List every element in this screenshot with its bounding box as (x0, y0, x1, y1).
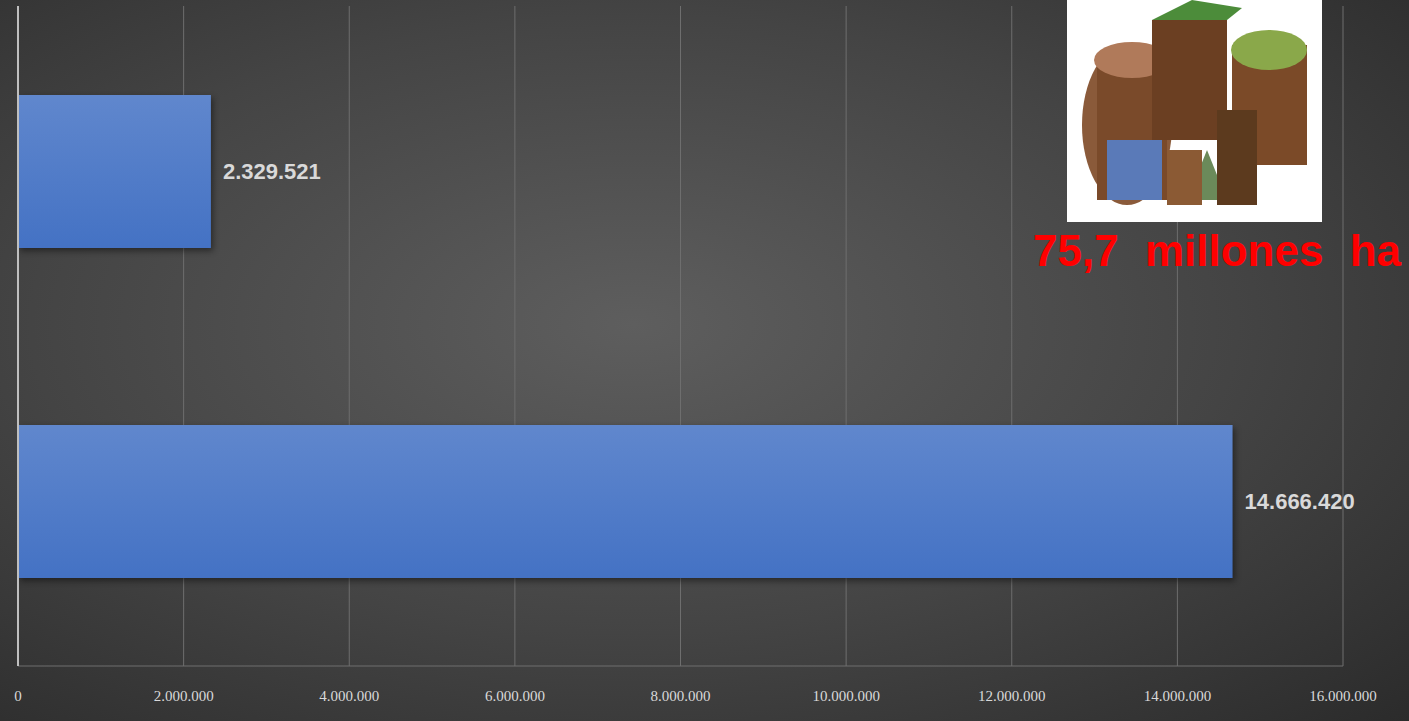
svg-text:2.000.000: 2.000.000 (154, 688, 214, 704)
html-text:75,7 millones ha: 75,7 millones ha (1033, 226, 1401, 275)
svg-text:6.000.000: 6.000.000 (485, 688, 545, 704)
svg-text:12.000.000: 12.000.000 (978, 688, 1046, 704)
svg-text:2.329.521: 2.329.521 (223, 159, 321, 184)
svg-text:0: 0 (14, 688, 22, 704)
svg-text:4.000.000: 4.000.000 (319, 688, 379, 704)
svg-text:10.000.000: 10.000.000 (812, 688, 880, 704)
svg-text:8.000.000: 8.000.000 (651, 688, 711, 704)
svg-text:14.000.000: 14.000.000 (1144, 688, 1212, 704)
svg-text:14.666.420: 14.666.420 (1245, 489, 1355, 514)
svg-text:16.000.000: 16.000.000 (1309, 688, 1377, 704)
